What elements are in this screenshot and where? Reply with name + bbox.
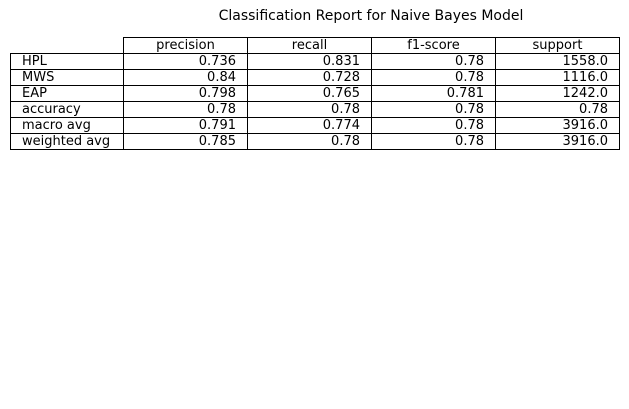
corner-cell <box>11 38 124 54</box>
table-cell: 0.791 <box>123 117 248 134</box>
table-cell: 0.785 <box>123 133 248 150</box>
table-cell: 0.798 <box>123 85 248 102</box>
table-row: macro avg 0.791 0.774 0.78 3916.0 <box>10 117 620 134</box>
table-row: accuracy 0.78 0.78 0.78 0.78 <box>10 101 620 118</box>
column-header-f1-score: f1-score <box>371 37 496 54</box>
header-row: precision recall f1-score support <box>11 37 620 54</box>
classification-report-table: precision recall f1-score support HPL 0.736 0.… <box>10 37 620 150</box>
table-cell: 3916.0 <box>495 133 620 150</box>
table-row: weighted avg 0.785 0.78 0.78 3916.0 <box>10 133 620 150</box>
table-cell: 0.78 <box>495 101 620 118</box>
table-cell: 3916.0 <box>495 117 620 134</box>
table-cell: 0.78 <box>371 101 496 118</box>
table-cell: 0.78 <box>247 133 372 150</box>
row-header-macro-avg: macro avg <box>10 117 124 134</box>
table-cell: 0.736 <box>123 53 248 70</box>
table-cell: 0.728 <box>247 69 372 86</box>
table-cell: 1116.0 <box>495 69 620 86</box>
table-cell: 0.84 <box>123 69 248 86</box>
table-cell: 1558.0 <box>495 53 620 70</box>
table-row: MWS 0.84 0.728 0.78 1116.0 <box>10 69 620 86</box>
table-cell: 0.78 <box>371 69 496 86</box>
row-header-accuracy: accuracy <box>10 101 124 118</box>
row-header-mws: MWS <box>10 69 124 86</box>
table-cell: 0.831 <box>247 53 372 70</box>
table-row: EAP 0.798 0.765 0.781 1242.0 <box>10 85 620 102</box>
table-row: HPL 0.736 0.831 0.78 1558.0 <box>10 53 620 70</box>
row-header-weighted-avg: weighted avg <box>10 133 124 150</box>
table-cell: 0.78 <box>371 117 496 134</box>
table-cell: 0.774 <box>247 117 372 134</box>
table-cell: 0.781 <box>371 85 496 102</box>
table-cell: 0.78 <box>247 101 372 118</box>
chart-title: Classification Report for Naive Bayes Mo… <box>218 8 524 24</box>
column-header-precision: precision <box>123 37 248 54</box>
table-cell: 0.78 <box>371 133 496 150</box>
table-cell: 1242.0 <box>495 85 620 102</box>
column-header-support: support <box>495 37 620 54</box>
table-cell: 0.765 <box>247 85 372 102</box>
table-cell: 0.78 <box>371 53 496 70</box>
row-header-hpl: HPL <box>10 53 124 70</box>
row-header-eap: EAP <box>10 85 124 102</box>
table-cell: 0.78 <box>123 101 248 118</box>
column-header-recall: recall <box>247 37 372 54</box>
